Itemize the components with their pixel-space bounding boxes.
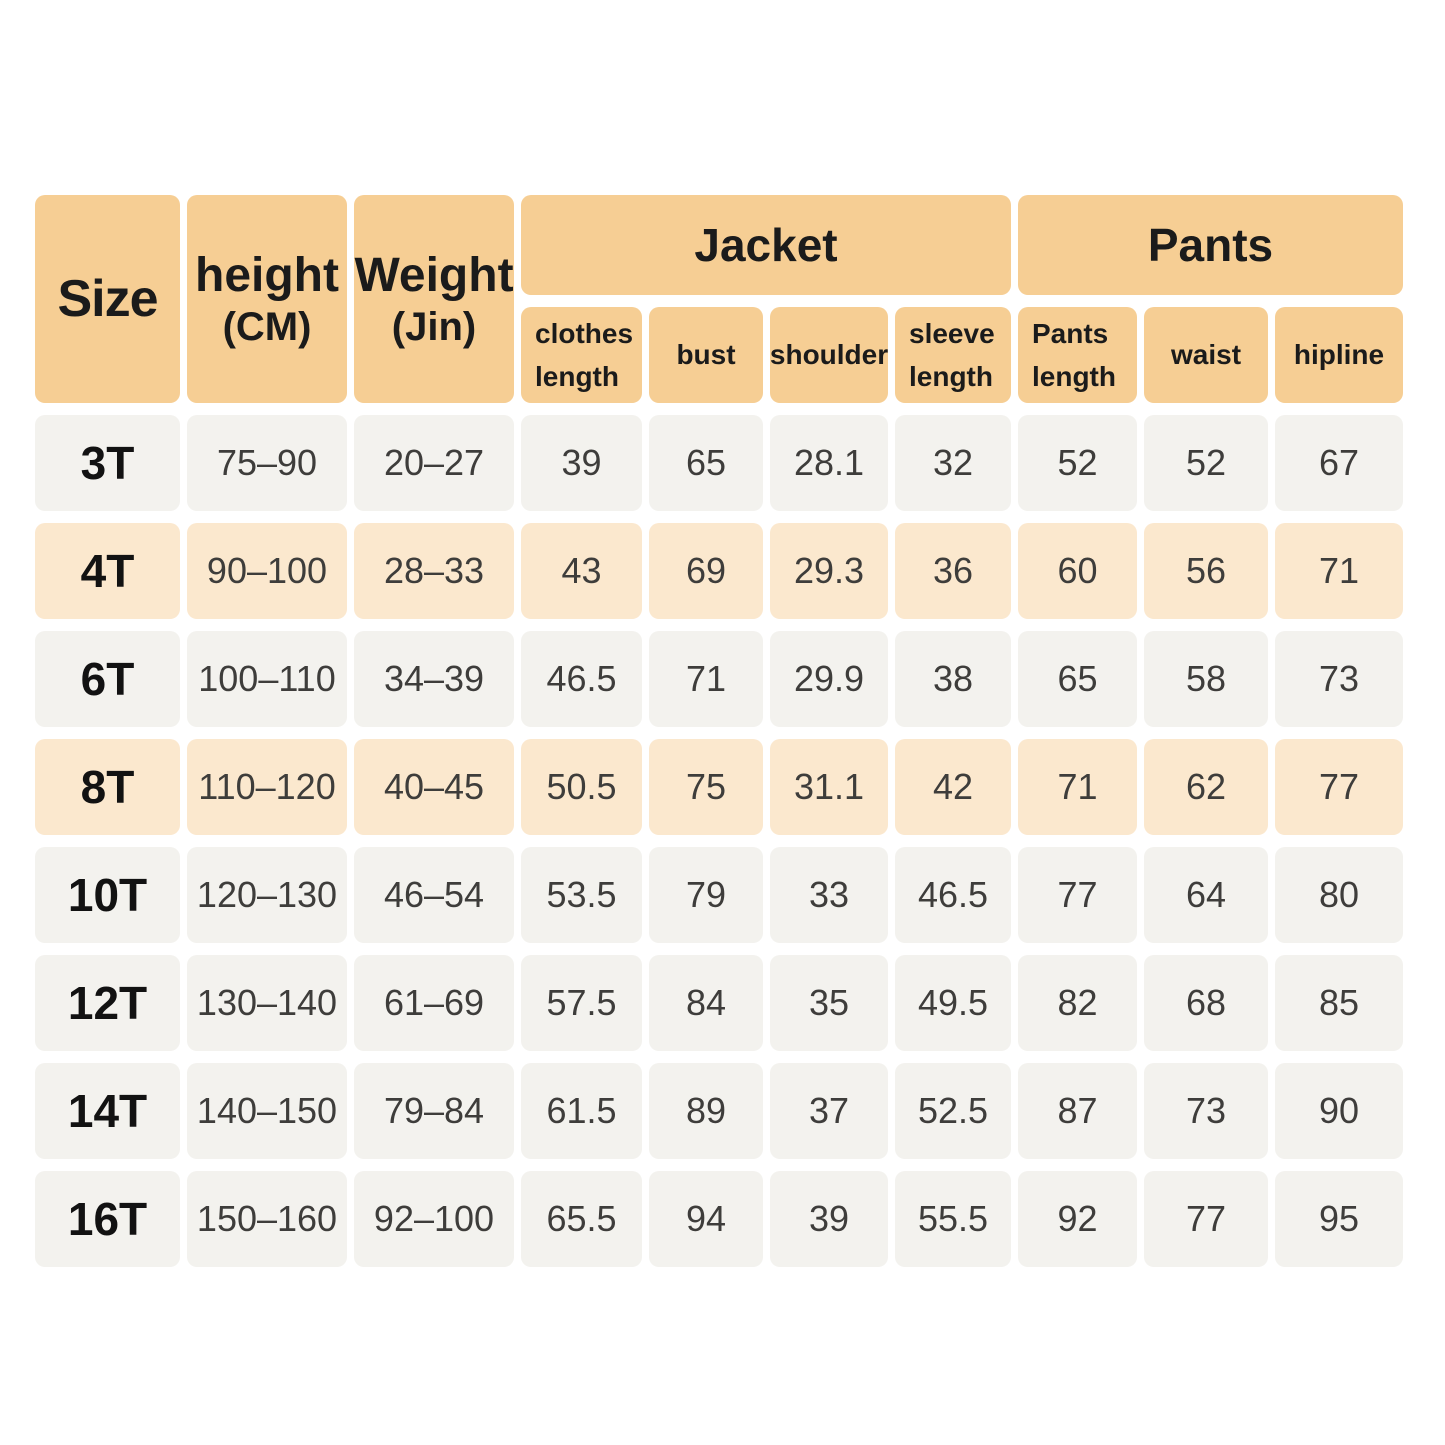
table-cell: 95 (1275, 1171, 1403, 1267)
table-cell: 94 (649, 1171, 763, 1267)
table-cell: 79 (649, 847, 763, 943)
table-cell: 50.5 (521, 739, 642, 835)
size-label-3t: 3T (35, 415, 180, 511)
table-cell: 89 (649, 1063, 763, 1159)
table-cell: 68 (1144, 955, 1268, 1051)
subheader-bust: bust (649, 307, 763, 403)
table-cell: 62 (1144, 739, 1268, 835)
table-cell: 40–45 (354, 739, 514, 835)
table-cell: 61.5 (521, 1063, 642, 1159)
table-cell: 130–140 (187, 955, 347, 1051)
subheader-clothes-length: clothes length (521, 307, 642, 403)
table-cell: 52.5 (895, 1063, 1011, 1159)
table-cell: 100–110 (187, 631, 347, 727)
table-cell: 77 (1144, 1171, 1268, 1267)
header-height-label: height (195, 249, 339, 303)
table-cell: 46–54 (354, 847, 514, 943)
table-cell: 110–120 (187, 739, 347, 835)
header-height-unit: (CM) (222, 304, 312, 349)
group-header-pants: Pants (1018, 195, 1403, 295)
table-cell: 75–90 (187, 415, 347, 511)
table-cell: 77 (1275, 739, 1403, 835)
table-cell: 87 (1018, 1063, 1137, 1159)
table-cell: 67 (1275, 415, 1403, 511)
subheader-hipline: hipline (1275, 307, 1403, 403)
table-cell: 73 (1275, 631, 1403, 727)
table-cell: 90 (1275, 1063, 1403, 1159)
subheader-shoulder: shoulder (770, 307, 888, 403)
header-weight-unit: (Jin) (391, 304, 477, 349)
header-height: height (CM) (187, 195, 347, 403)
table-cell: 79–84 (354, 1063, 514, 1159)
size-label-6t: 6T (35, 631, 180, 727)
table-cell: 84 (649, 955, 763, 1051)
table-cell: 32 (895, 415, 1011, 511)
group-header-jacket: Jacket (521, 195, 1011, 295)
subheader-sleeve-length: sleeve length (895, 307, 1011, 403)
table-cell: 35 (770, 955, 888, 1051)
size-label-14t: 14T (35, 1063, 180, 1159)
table-cell: 77 (1018, 847, 1137, 943)
table-cell: 120–130 (187, 847, 347, 943)
table-cell: 60 (1018, 523, 1137, 619)
table-cell: 82 (1018, 955, 1137, 1051)
table-cell: 92–100 (354, 1171, 514, 1267)
table-cell: 92 (1018, 1171, 1137, 1267)
table-cell: 39 (521, 415, 642, 511)
header-weight-label: Weight (354, 249, 514, 303)
table-cell: 150–160 (187, 1171, 347, 1267)
table-cell: 52 (1144, 415, 1268, 511)
table-cell: 36 (895, 523, 1011, 619)
table-cell: 65.5 (521, 1171, 642, 1267)
size-chart-table: Size height (CM) Weight (Jin) Jacket Pan… (35, 195, 1403, 1267)
table-cell: 28.1 (770, 415, 888, 511)
table-cell: 52 (1018, 415, 1137, 511)
table-cell: 55.5 (895, 1171, 1011, 1267)
size-label-12t: 12T (35, 955, 180, 1051)
table-cell: 29.9 (770, 631, 888, 727)
table-cell: 71 (1275, 523, 1403, 619)
table-cell: 57.5 (521, 955, 642, 1051)
table-cell: 46.5 (895, 847, 1011, 943)
table-cell: 34–39 (354, 631, 514, 727)
table-cell: 28–33 (354, 523, 514, 619)
table-cell: 42 (895, 739, 1011, 835)
table-cell: 33 (770, 847, 888, 943)
table-cell: 71 (649, 631, 763, 727)
table-cell: 75 (649, 739, 763, 835)
table-cell: 65 (649, 415, 763, 511)
size-label-16t: 16T (35, 1171, 180, 1267)
table-cell: 85 (1275, 955, 1403, 1051)
table-cell: 58 (1144, 631, 1268, 727)
size-label-8t: 8T (35, 739, 180, 835)
table-cell: 69 (649, 523, 763, 619)
table-cell: 37 (770, 1063, 888, 1159)
table-cell: 31.1 (770, 739, 888, 835)
table-cell: 140–150 (187, 1063, 347, 1159)
table-cell: 56 (1144, 523, 1268, 619)
table-cell: 71 (1018, 739, 1137, 835)
size-label-4t: 4T (35, 523, 180, 619)
header-size: Size (35, 195, 180, 403)
size-label-10t: 10T (35, 847, 180, 943)
table-cell: 46.5 (521, 631, 642, 727)
table-cell: 90–100 (187, 523, 347, 619)
table-cell: 80 (1275, 847, 1403, 943)
header-weight: Weight (Jin) (354, 195, 514, 403)
table-cell: 38 (895, 631, 1011, 727)
table-cell: 49.5 (895, 955, 1011, 1051)
table-cell: 61–69 (354, 955, 514, 1051)
subheader-waist: waist (1144, 307, 1268, 403)
table-cell: 64 (1144, 847, 1268, 943)
table-cell: 65 (1018, 631, 1137, 727)
table-cell: 29.3 (770, 523, 888, 619)
table-cell: 53.5 (521, 847, 642, 943)
table-cell: 73 (1144, 1063, 1268, 1159)
table-cell: 39 (770, 1171, 888, 1267)
table-cell: 20–27 (354, 415, 514, 511)
subheader-pants-length: Pants length (1018, 307, 1137, 403)
table-cell: 43 (521, 523, 642, 619)
